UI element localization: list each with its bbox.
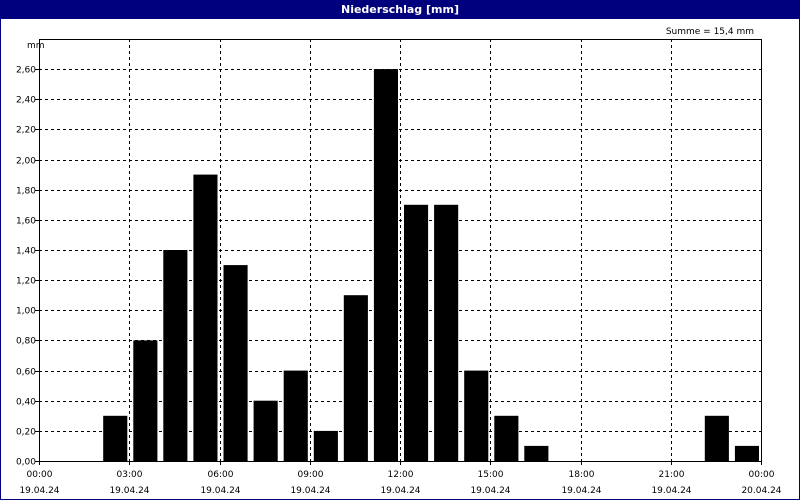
y-tick-label: 0,60 (16, 368, 36, 378)
x-tick-date: 19.04.24 (290, 486, 330, 496)
sum-annotation: Summe = 15,4 mm (666, 27, 754, 37)
axes (35, 39, 762, 465)
bar (313, 430, 338, 461)
bar (373, 69, 398, 461)
x-tick-date: 19.04.24 (109, 486, 149, 496)
grid-lines (39, 39, 761, 461)
y-tick-label: 2,20 (16, 126, 36, 136)
y-tick-label: 0,80 (16, 337, 36, 347)
bar (163, 250, 188, 461)
x-tick-date: 19.04.24 (19, 486, 59, 496)
chart-title: Niederschlag [mm] (1, 1, 799, 19)
bar (734, 445, 759, 461)
y-tick-labels: 0,00 0,20 0,40 0,60 0,80 1,00 1,20 1,40 1,60 1,80… (16, 66, 36, 468)
y-tick-label: 0,40 (16, 398, 36, 408)
x-tick-time: 18:00 (569, 470, 595, 480)
y-tick-label: 1,60 (16, 217, 36, 227)
y-axis-label: mm (27, 41, 45, 51)
y-tick-label: 1,80 (16, 187, 36, 197)
bar (343, 295, 368, 461)
x-tick-date: 19.04.24 (380, 486, 420, 496)
bar (494, 415, 519, 461)
y-tick-label: 1,20 (16, 277, 36, 287)
bar (704, 415, 729, 461)
y-tick-label: 0,00 (16, 458, 36, 468)
x-tick-time: 00:00 (749, 470, 775, 480)
bar (103, 415, 128, 461)
x-tick-date: 19.04.24 (651, 486, 691, 496)
bar (133, 340, 158, 461)
x-tick-time: 06:00 (208, 470, 234, 480)
bar (434, 204, 459, 462)
y-tick-label: 0,20 (16, 428, 36, 438)
bar (283, 370, 308, 461)
y-tick-label: 1,00 (16, 307, 36, 317)
x-tick-date: 19.04.24 (470, 486, 510, 496)
y-tick-label: 2,40 (16, 96, 36, 106)
bar (193, 174, 218, 461)
x-tick-date: 19.04.24 (561, 486, 601, 496)
x-tick-time: 00:00 (27, 470, 53, 480)
bar (404, 204, 429, 462)
x-tick-time: 09:00 (298, 470, 324, 480)
x-tick-date: 20.04.24 (741, 486, 781, 496)
bar (464, 370, 489, 461)
x-tick-time: 12:00 (388, 470, 414, 480)
bars (103, 69, 759, 462)
bar (524, 445, 549, 461)
x-tick-time: 15:00 (478, 470, 504, 480)
bar (223, 265, 248, 461)
y-tick-label: 1,40 (16, 247, 36, 257)
x-tick-time: 03:00 (117, 470, 143, 480)
y-tick-label: 2,60 (16, 66, 36, 76)
bar (253, 400, 278, 461)
x-tick-labels: 00:00 19.04.24 03:00 19.04.24 06:00 19.04.24 0… (19, 470, 781, 496)
y-tick-label: 2,00 (16, 157, 36, 167)
x-tick-time: 21:00 (659, 470, 685, 480)
x-tick-date: 19.04.24 (200, 486, 240, 496)
